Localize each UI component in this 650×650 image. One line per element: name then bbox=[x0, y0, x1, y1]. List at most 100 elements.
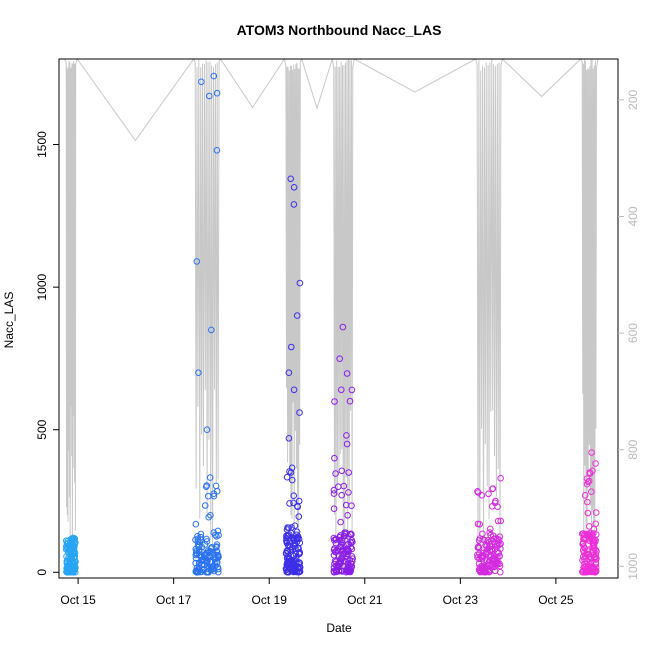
data-point bbox=[296, 279, 304, 287]
data-point bbox=[285, 524, 293, 532]
data-point bbox=[65, 549, 72, 556]
data-point bbox=[194, 535, 202, 543]
data-point bbox=[591, 545, 598, 552]
data-point bbox=[487, 525, 494, 533]
data-points bbox=[63, 72, 600, 576]
data-point bbox=[579, 547, 587, 554]
data-point bbox=[582, 564, 589, 571]
data-point bbox=[330, 505, 338, 513]
x-tick-label: Oct 21 bbox=[347, 593, 383, 607]
data-point bbox=[296, 564, 304, 571]
data-point bbox=[491, 499, 499, 507]
data-point bbox=[344, 560, 352, 567]
series-4 bbox=[330, 323, 356, 576]
x-tick-label: Oct 25 bbox=[538, 593, 574, 607]
data-point bbox=[213, 533, 220, 540]
data-point bbox=[343, 555, 351, 563]
data-point bbox=[337, 556, 345, 563]
data-point bbox=[484, 537, 492, 544]
data-point bbox=[65, 569, 73, 576]
series-5 bbox=[474, 474, 505, 576]
y-axis: 0 500 1000 1500 bbox=[35, 131, 59, 576]
data-point bbox=[292, 567, 299, 574]
data-point bbox=[337, 560, 345, 567]
data-point bbox=[192, 559, 199, 567]
data-point bbox=[337, 543, 344, 550]
data-point bbox=[290, 386, 298, 394]
data-point bbox=[592, 556, 600, 563]
data-point bbox=[476, 535, 484, 542]
data-point bbox=[483, 550, 490, 558]
data-point bbox=[205, 569, 212, 576]
data-point bbox=[206, 474, 214, 481]
data-point bbox=[474, 488, 481, 495]
x-axis: Oct 15 Oct 17 Oct 19 Oct 21 Oct 23 Oct 25 bbox=[60, 577, 574, 607]
x-tick-label: Oct 23 bbox=[443, 593, 479, 607]
x-tick-label: Oct 19 bbox=[252, 593, 288, 607]
data-point bbox=[494, 559, 501, 567]
data-point bbox=[293, 535, 300, 543]
data-point bbox=[340, 482, 348, 490]
data-point bbox=[200, 565, 208, 573]
y-axis-label: Nacc_LAS bbox=[2, 292, 16, 349]
data-point bbox=[198, 543, 206, 551]
data-point bbox=[586, 523, 593, 530]
data-point bbox=[338, 467, 346, 475]
data-point bbox=[283, 473, 291, 481]
data-point bbox=[487, 553, 494, 561]
data-point bbox=[584, 498, 591, 506]
data-point bbox=[344, 548, 352, 556]
series-3 bbox=[282, 175, 304, 576]
data-point bbox=[69, 549, 77, 557]
data-point bbox=[338, 491, 346, 499]
chart-title: ATOM3 Northbound Nacc_LAS bbox=[237, 22, 442, 38]
data-point bbox=[193, 258, 201, 265]
data-point bbox=[214, 552, 222, 559]
y-tick-label: 500 bbox=[35, 419, 49, 439]
data-point bbox=[213, 89, 221, 97]
data-point bbox=[483, 557, 491, 565]
data-point bbox=[342, 546, 350, 554]
data-point bbox=[489, 485, 497, 492]
data-point bbox=[295, 513, 303, 520]
data-point bbox=[69, 540, 76, 548]
data-point bbox=[207, 558, 215, 566]
data-point bbox=[345, 489, 352, 496]
data-point bbox=[286, 500, 293, 507]
data-point bbox=[291, 522, 299, 530]
data-point bbox=[349, 538, 356, 546]
data-point bbox=[584, 530, 592, 538]
data-point bbox=[580, 567, 587, 575]
data-point bbox=[208, 549, 215, 556]
data-point bbox=[283, 539, 291, 547]
data-point bbox=[586, 556, 593, 563]
data-point bbox=[490, 532, 497, 540]
data-point bbox=[330, 486, 338, 494]
data-point bbox=[497, 474, 504, 482]
data-point bbox=[203, 557, 211, 565]
data-point bbox=[296, 550, 304, 557]
altitude-line bbox=[64, 57, 599, 578]
data-point bbox=[290, 184, 298, 191]
y-tick-label: 1500 bbox=[35, 131, 49, 158]
data-point bbox=[478, 553, 485, 561]
data-point bbox=[293, 312, 301, 319]
data-point bbox=[286, 468, 293, 475]
data-point bbox=[285, 435, 293, 442]
data-point bbox=[490, 552, 498, 560]
y2-tick-label: 200 bbox=[626, 89, 640, 109]
data-point bbox=[196, 559, 203, 567]
data-point bbox=[296, 568, 304, 575]
data-point bbox=[203, 538, 211, 545]
data-point bbox=[63, 537, 70, 545]
data-point bbox=[71, 540, 79, 548]
data-point bbox=[591, 553, 599, 560]
data-point bbox=[586, 562, 593, 570]
y-tick-label: 1000 bbox=[35, 273, 49, 300]
data-point bbox=[204, 554, 211, 562]
data-point bbox=[288, 343, 295, 351]
data-point bbox=[295, 550, 303, 558]
data-point bbox=[585, 551, 592, 558]
data-point bbox=[590, 538, 598, 545]
data-point bbox=[592, 564, 600, 572]
